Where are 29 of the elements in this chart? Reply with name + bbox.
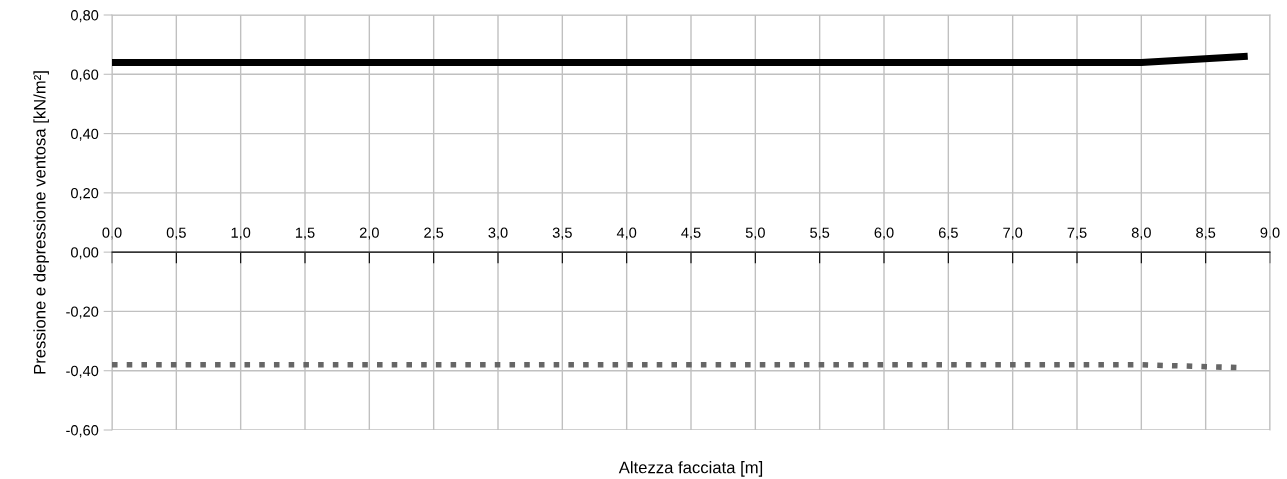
x-tick-label: 2,0 [359, 227, 379, 240]
y-tick-label: -0,60 [66, 425, 99, 438]
y-tick-label: 0,00 [70, 247, 99, 260]
x-tick-label: 4,0 [616, 227, 637, 240]
x-tick-label: 2,5 [424, 227, 444, 240]
x-tick-label: 5,0 [745, 227, 765, 240]
x-tick-label: 1,0 [231, 227, 251, 240]
x-tick-label: 0,0 [102, 227, 122, 240]
y-tick-label: -0,40 [66, 365, 99, 378]
x-tick-label: 0,5 [166, 227, 186, 240]
x-tick-label: 5,5 [810, 227, 830, 240]
x-tick-label: 6,0 [874, 227, 894, 240]
x-tick-label: 9,0 [1260, 227, 1280, 240]
y-tick-label: -0,20 [66, 306, 99, 319]
x-tick-label: 1,5 [295, 227, 315, 240]
y-tick-label: 0,20 [70, 187, 99, 201]
y-tick-label: 0,60 [70, 69, 99, 82]
x-tick-label: 3,5 [552, 227, 572, 240]
x-tick-label: 7,5 [1067, 227, 1087, 240]
y-tick-label: 0,80 [70, 10, 99, 23]
x-tick-label: 7,0 [1003, 227, 1023, 240]
x-tick-label: 4,5 [681, 227, 701, 240]
x-tick-label: 6,5 [938, 227, 958, 240]
y-tick-label: 0,40 [70, 128, 99, 141]
x-axis-title: Altezza facciata [m] [618, 461, 763, 477]
x-tick-label: 3,0 [488, 227, 508, 240]
y-axis-title: Pressione e depressione ventosa [kN/m²] [33, 71, 49, 374]
x-tick-label: 8,5 [1196, 227, 1216, 240]
x-tick-label: 8,0 [1131, 227, 1151, 240]
